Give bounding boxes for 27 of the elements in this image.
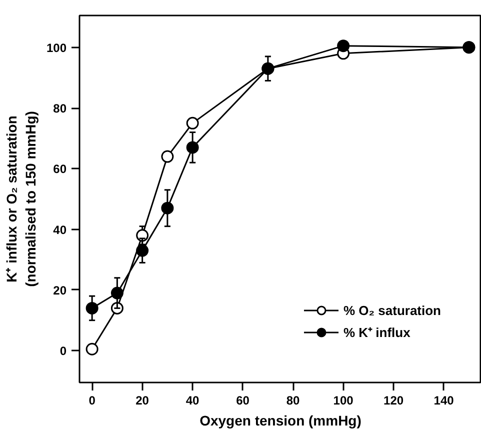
y-tick-label: 0 <box>60 344 67 358</box>
y-tick-label: 100 <box>46 40 67 55</box>
x-tick-label: 0 <box>88 394 96 408</box>
x-tick-label: 120 <box>384 394 404 408</box>
point <box>86 342 98 356</box>
point <box>136 244 149 257</box>
y-tick-label: 60 <box>53 162 67 176</box>
point <box>161 150 174 163</box>
x-tick-label: 40 <box>186 394 200 408</box>
point <box>186 116 199 130</box>
point <box>337 40 350 52</box>
x-tick-label: 20 <box>136 394 150 408</box>
y-tick-label: 40 <box>53 222 67 237</box>
legend-label: % O₂ saturation <box>343 302 441 318</box>
x-tick-label: 60 <box>236 394 250 408</box>
y-tick-label: 80 <box>53 102 67 116</box>
x-tick-label: 100 <box>333 394 354 408</box>
point <box>110 286 124 300</box>
x-tick-label: 140 <box>434 394 454 408</box>
y-tick-label: 20 <box>53 283 67 298</box>
point <box>186 141 199 154</box>
legend-label: % K⁺ influx <box>343 324 410 341</box>
point <box>86 302 98 314</box>
x-tick-label: 80 <box>286 394 300 408</box>
y-axis-title: K⁺ influx or O₂ saturation (normalised to 150 mmHg) <box>3 111 38 287</box>
point <box>161 202 174 214</box>
x-axis-title: Oxygen tension (mmHg) <box>200 412 362 428</box>
